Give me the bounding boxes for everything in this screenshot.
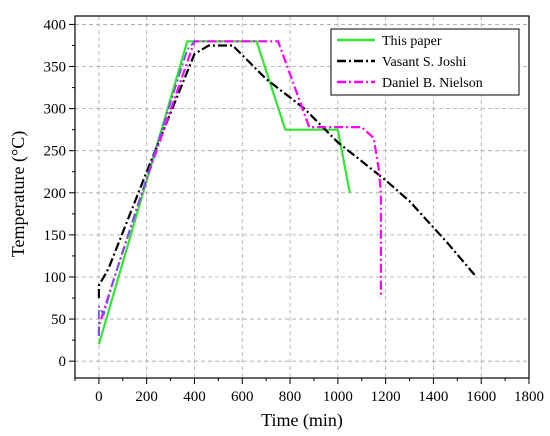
series-line-1 bbox=[97, 44, 478, 298]
plot-frame bbox=[74, 15, 530, 379]
x-tick-label: 1200 bbox=[371, 389, 401, 405]
y-tick-label: 350 bbox=[44, 60, 67, 76]
x-tick-label: 400 bbox=[183, 389, 206, 405]
x-tick-label: 1400 bbox=[418, 389, 448, 405]
series-lines bbox=[97, 40, 478, 345]
series-line-3 bbox=[98, 40, 196, 336]
x-tick-label: 200 bbox=[135, 389, 158, 405]
x-tick-label: 1000 bbox=[323, 389, 353, 405]
y-tick-label: 0 bbox=[59, 354, 67, 370]
y-tick-label: 200 bbox=[44, 186, 67, 202]
x-tick-label: 1600 bbox=[466, 389, 496, 405]
legend-label-this-paper: This paper bbox=[382, 34, 442, 49]
y-axis-title: Temperature (°C) bbox=[8, 131, 29, 257]
series-line-0 bbox=[97, 40, 351, 345]
y-tick-label: 150 bbox=[44, 228, 67, 244]
y-tick-label: 250 bbox=[44, 144, 67, 160]
y-tick-label: 400 bbox=[44, 17, 67, 33]
x-tick-label: 600 bbox=[231, 389, 254, 405]
legend-label-daniel-nielson: Daniel B. Nielson bbox=[382, 76, 483, 91]
legend-label-vasant-joshi: Vasant S. Joshi bbox=[382, 55, 467, 70]
x-axis-title: Time (min) bbox=[261, 410, 343, 431]
x-tick-label: 800 bbox=[279, 389, 302, 405]
legend: This paper Vasant S. Joshi Daniel B. Nie… bbox=[330, 28, 520, 96]
x-tick-label: 1800 bbox=[514, 389, 544, 405]
x-tick-label: 0 bbox=[95, 389, 103, 405]
y-tick-label: 50 bbox=[51, 312, 66, 328]
y-tick-label: 100 bbox=[44, 270, 67, 286]
axes: 0 200 400 600 800 1000 1200 1400 1600 1800 0 50 100 1… bbox=[44, 17, 545, 405]
y-tick-label: 300 bbox=[44, 102, 67, 118]
